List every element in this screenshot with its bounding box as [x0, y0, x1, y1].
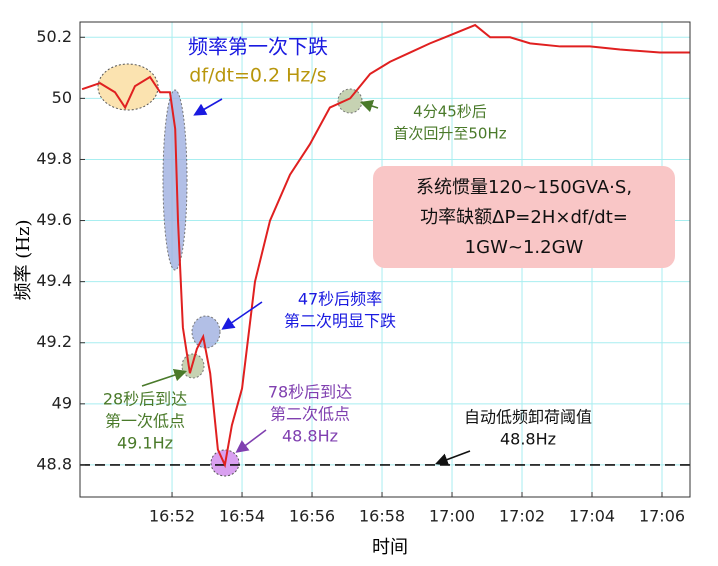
highlights — [97, 63, 363, 477]
y-tick-label: 49.6 — [36, 210, 72, 229]
x-tick-label: 16:52 — [149, 507, 195, 526]
info-box — [373, 166, 675, 268]
annotation: df/dt=0.2 Hz/s — [189, 65, 326, 87]
info-text: 功率缺额ΔP=2H×df/dt= — [420, 207, 628, 228]
highlight — [337, 88, 363, 114]
annotation: 第一次低点 — [105, 412, 185, 431]
annotation: 78秒后到达 — [268, 383, 352, 402]
annotation: 49.1Hz — [117, 434, 173, 453]
x-axis-label: 时间 — [372, 537, 408, 558]
highlight — [191, 315, 221, 349]
x-tick-label: 17:06 — [639, 507, 685, 526]
highlight — [97, 63, 159, 111]
y-tick-label: 48.8 — [36, 454, 72, 473]
info-text: 系统惯量120~150GVA·S, — [416, 177, 632, 198]
plot — [80, 23, 690, 469]
arrow — [141, 368, 188, 387]
x-tick-label: 16:54 — [219, 507, 265, 526]
plot-frame — [79, 21, 691, 498]
annotation: 第二次明显下跌 — [284, 312, 396, 331]
y-tick-label: 49 — [52, 393, 72, 412]
x-tick-label: 16:56 — [289, 507, 335, 526]
line-series — [81, 23, 690, 469]
annotation: 4分45秒后 — [413, 103, 487, 121]
annotation: 48.8Hz — [282, 427, 338, 446]
x-tick-label: 17:00 — [429, 507, 475, 526]
y-tick-label: 50.2 — [36, 27, 72, 46]
annotation: 频率第一次下跌 — [188, 35, 328, 59]
arrow — [359, 99, 379, 113]
y-tick-label: 49.8 — [36, 149, 72, 168]
arrow — [221, 301, 263, 330]
annotation: 首次回升至50Hz — [393, 125, 506, 143]
x-tick-label: 17:04 — [569, 507, 615, 526]
annotation: 自动低频卸荷阈值 — [464, 408, 592, 427]
annotation: 47秒后频率 — [298, 290, 382, 309]
arrow — [193, 98, 223, 116]
arrows — [141, 98, 471, 466]
x-tick-label: 17:02 — [499, 507, 545, 526]
y-axis-label: 频率 (Hz) — [13, 220, 34, 301]
x-tick-label: 16:58 — [359, 507, 405, 526]
info-text: 1GW~1.2GW — [465, 237, 584, 258]
annotation: 48.8Hz — [500, 430, 556, 449]
annotation: 28秒后到达 — [103, 390, 187, 409]
y-tick-label: 50 — [52, 88, 72, 107]
highlight — [162, 89, 188, 271]
y-tick-label: 49.2 — [36, 332, 72, 351]
arrow — [435, 450, 471, 466]
y-tick-label: 49.4 — [36, 271, 72, 290]
arrow — [235, 429, 267, 453]
annotation: 第二次低点 — [270, 405, 350, 424]
